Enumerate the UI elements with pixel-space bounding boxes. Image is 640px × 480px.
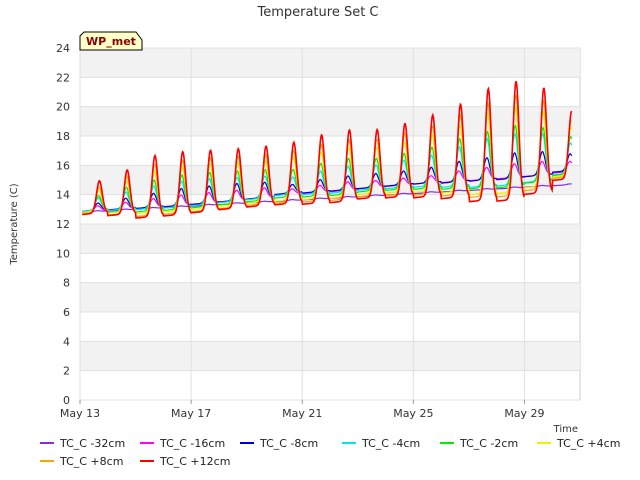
legend-label: TC_C +8cm [59,455,123,468]
y-tick-label: 6 [63,306,70,319]
legend-label: TC_C -2cm [459,437,518,450]
legend-label: TC_C +12cm [159,455,230,468]
grid-bands [80,48,580,371]
x-tick-label: May 29 [504,407,544,420]
legend-item: TC_C +12cm [140,455,230,468]
grid-band [80,48,580,78]
y-axis-label: Temperature (C) [9,183,20,265]
grid-band [80,282,580,312]
legend-label: TC_C +4cm [556,437,620,450]
y-tick-label: 12 [56,218,70,231]
y-tick-label: 4 [63,335,70,348]
legend-label: TC_C -4cm [361,437,420,450]
y-tick-label: 14 [56,189,70,202]
x-tick-label: May 17 [171,407,211,420]
y-tick-label: 22 [56,71,70,84]
x-tick-label: May 13 [60,407,100,420]
legend-item: TC_C +4cm [537,437,620,450]
x-axis-label: Time [553,424,578,435]
x-tick-label: May 25 [393,407,433,420]
wp-met-badge: WP_met [79,31,143,51]
legend-item: TC_C -2cm [440,437,518,450]
legend-item: TC_C -4cm [342,437,420,450]
y-tick-label: 18 [56,130,70,143]
y-tick-label: 10 [56,247,70,260]
grid-band [80,106,580,136]
y-tick-label: 0 [63,394,70,407]
legend-item: TC_C +8cm [40,455,123,468]
series-lines [82,80,573,219]
series-line-tc-c-12cm [82,80,573,219]
legend-label: TC_C -16cm [159,437,225,450]
legend: TC_C -32cm TC_C -16cm TC_C -8cm TC_C -4cm TC… [40,437,620,468]
y-tick-label: 20 [56,101,70,114]
y-tick-label: 24 [56,42,70,55]
legend-label: TC_C -32cm [59,437,125,450]
y-tick-label: 2 [63,365,70,378]
grid-band [80,341,580,371]
legend-item: TC_C -32cm [40,437,125,450]
grid-band [80,224,580,254]
legend-label: TC_C -8cm [259,437,318,450]
x-axis-ticks: May 13 May 17 May 21 May 25 May 29 [60,400,545,420]
legend-item: TC_C -8cm [240,437,318,450]
y-tick-label: 8 [63,277,70,290]
svg-text:WP_met: WP_met [86,35,136,48]
legend-item: TC_C -16cm [140,437,225,450]
y-tick-label: 16 [56,159,70,172]
chart-title: Temperature Set C [256,5,378,20]
x-tick-label: May 21 [282,407,322,420]
